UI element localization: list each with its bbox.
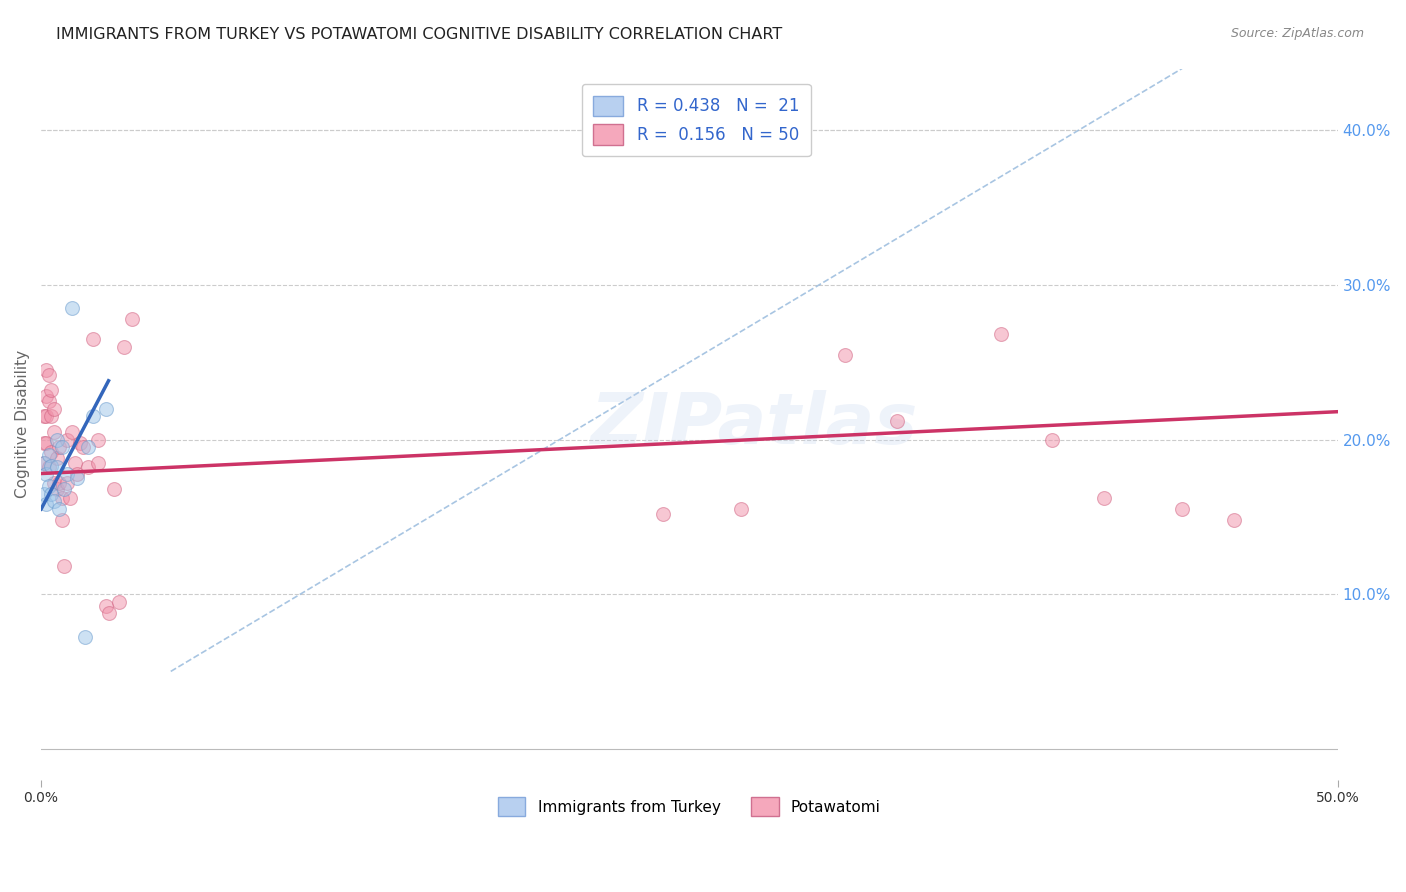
- Point: [56, 467, 79, 481]
- Point: [38, 460, 60, 475]
- Point: [121, 312, 143, 326]
- Point: [48, 475, 70, 490]
- Point: [45, 433, 67, 447]
- Point: [42, 401, 65, 416]
- Point: [1042, 433, 1064, 447]
- Text: Source: ZipAtlas.com: Source: ZipAtlas.com: [1230, 27, 1364, 40]
- Point: [60, 301, 83, 315]
- Point: [45, 482, 67, 496]
- Point: [76, 460, 98, 475]
- Point: [59, 491, 82, 506]
- Point: [35, 409, 58, 424]
- Point: [41, 409, 63, 424]
- Point: [990, 327, 1012, 342]
- Point: [66, 471, 89, 485]
- Point: [32, 486, 55, 500]
- Point: [41, 458, 63, 473]
- Point: [730, 502, 752, 516]
- Point: [1171, 502, 1194, 516]
- Point: [103, 482, 125, 496]
- Point: [53, 482, 76, 496]
- Point: [112, 340, 135, 354]
- Point: [35, 363, 58, 377]
- Point: [1223, 513, 1246, 527]
- Point: [48, 440, 70, 454]
- Point: [42, 425, 65, 439]
- Point: [41, 445, 63, 459]
- Point: [38, 393, 60, 408]
- Point: [886, 414, 908, 428]
- Text: ZIPatlas: ZIPatlas: [591, 390, 918, 458]
- Point: [45, 451, 67, 466]
- Point: [75, 631, 97, 645]
- Point: [72, 440, 94, 454]
- Point: [51, 513, 73, 527]
- Y-axis label: Cognitive Disability: Cognitive Disability: [15, 350, 30, 498]
- Point: [32, 456, 55, 470]
- Point: [35, 389, 58, 403]
- Point: [51, 491, 73, 506]
- Point: [87, 456, 110, 470]
- Point: [56, 433, 79, 447]
- Point: [69, 435, 91, 450]
- Point: [94, 599, 117, 614]
- Text: IMMIGRANTS FROM TURKEY VS POTAWATOMI COGNITIVE DISABILITY CORRELATION CHART: IMMIGRANTS FROM TURKEY VS POTAWATOMI COG…: [56, 27, 783, 42]
- Point: [35, 435, 58, 450]
- Point: [42, 494, 65, 508]
- Point: [56, 475, 79, 490]
- Point: [652, 507, 675, 521]
- Point: [38, 479, 60, 493]
- Point: [87, 433, 110, 447]
- Point: [41, 486, 63, 500]
- Point: [76, 440, 98, 454]
- Point: [82, 409, 104, 424]
- Point: [48, 502, 70, 516]
- Point: [60, 425, 83, 439]
- Point: [108, 595, 131, 609]
- Point: [35, 467, 58, 481]
- Point: [38, 448, 60, 462]
- Point: [53, 559, 76, 574]
- Point: [45, 460, 67, 475]
- Point: [51, 440, 73, 454]
- Point: [94, 401, 117, 416]
- Point: [32, 409, 55, 424]
- Point: [66, 467, 89, 481]
- Point: [834, 347, 856, 361]
- Point: [32, 456, 55, 470]
- Point: [32, 435, 55, 450]
- Legend: Immigrants from Turkey, Potawatomi: Immigrants from Turkey, Potawatomi: [489, 789, 890, 825]
- Point: [41, 383, 63, 397]
- Point: [97, 606, 120, 620]
- Point: [38, 368, 60, 382]
- Point: [42, 475, 65, 490]
- Point: [63, 456, 86, 470]
- Point: [82, 332, 104, 346]
- Point: [35, 498, 58, 512]
- Point: [1092, 491, 1115, 506]
